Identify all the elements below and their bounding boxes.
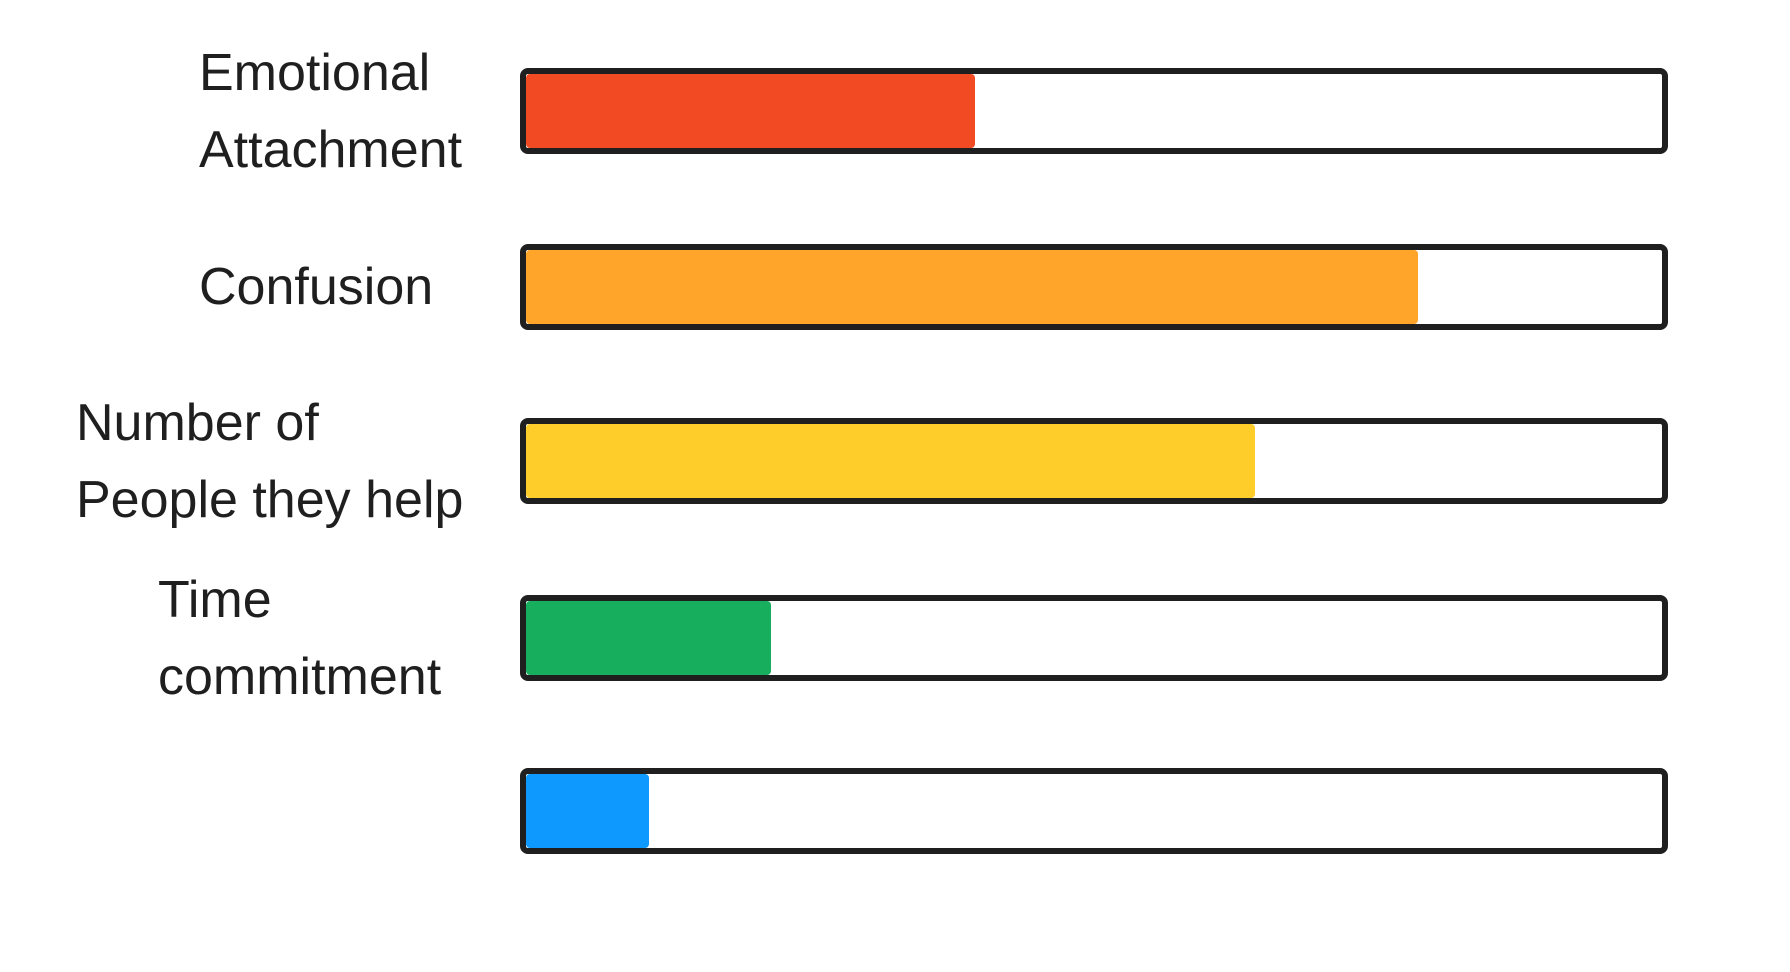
row-label-line: Time (158, 571, 272, 629)
row-label-confusion: Confusion (199, 249, 433, 326)
bar-track-emotional-attachment (520, 68, 1668, 154)
row-label-line: Number of (76, 394, 319, 452)
bar-fill-confusion (526, 250, 1418, 324)
bar-track-confusion (520, 244, 1668, 330)
bar-fill-number-of-people (526, 424, 1256, 498)
row-label-line: Emotional (199, 44, 431, 102)
row-label-line: Confusion (199, 258, 434, 316)
bar-track-unlabeled (520, 768, 1668, 854)
row-label-line: Attachment (199, 121, 463, 179)
bar-fill-unlabeled (526, 774, 649, 848)
row-label-time-commitment: Time commitment (158, 562, 441, 716)
row-label-line: People they help (76, 471, 464, 529)
bar-track-number-of-people (520, 418, 1668, 504)
bar-fill-time-commitment (526, 601, 772, 675)
row-label-emotional-attachment: Emotional Attachment (199, 35, 462, 189)
bar-fill-emotional-attachment (526, 74, 975, 148)
bar-track-time-commitment (520, 595, 1668, 681)
row-label-line: commitment (158, 648, 442, 706)
row-label-number-of-people: Number of People they help (76, 385, 463, 539)
